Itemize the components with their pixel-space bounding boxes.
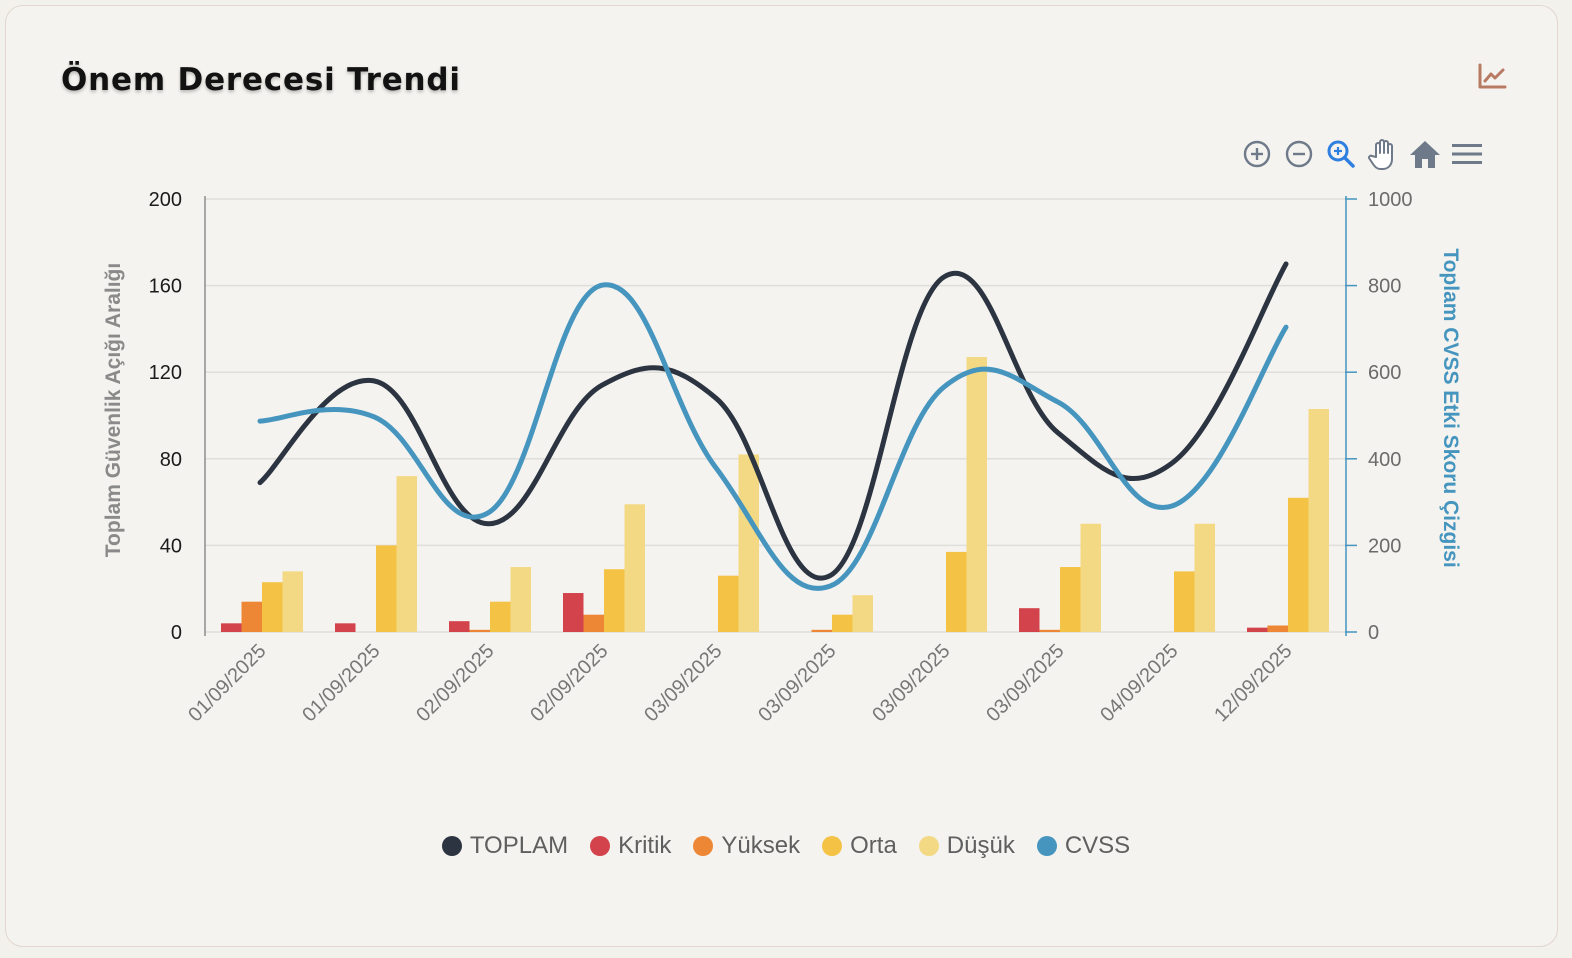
legend-marker-icon	[1036, 836, 1057, 856]
legend-marker-icon	[693, 836, 714, 856]
zoom-out-button[interactable]	[1282, 137, 1316, 171]
legend-label: CVSS	[1064, 832, 1131, 859]
y-axis-title: Toplam Güvenlik Açığı Aralığı	[102, 263, 125, 557]
legend-item-d-k[interactable]: Düşük	[918, 832, 1015, 860]
legend-marker-icon	[822, 836, 843, 856]
legend-item-cvss[interactable]: CVSS	[1036, 832, 1131, 860]
bar-y-ksek[interactable]	[1267, 625, 1289, 632]
bar-d-k[interactable]	[1308, 409, 1330, 632]
chart-legend: TOPLAM Kritik Yüksek Orta Düşük CVSS	[0, 832, 1572, 860]
bar-orta[interactable]	[1288, 497, 1309, 632]
minus-circle-icon	[1285, 140, 1313, 168]
bar-d-k[interactable]	[852, 595, 874, 632]
bar-kritik[interactable]	[221, 623, 242, 632]
bar-y-ksek[interactable]	[1039, 629, 1061, 632]
legend-label: Düşük	[946, 832, 1015, 859]
legend-item-toplam[interactable]: TOPLAM	[441, 832, 569, 860]
y-tick-label: 120	[149, 362, 182, 384]
bar-d-k[interactable]	[1080, 523, 1102, 632]
bar-d-k[interactable]	[966, 357, 988, 632]
y-tick-label: 200	[149, 189, 182, 211]
line-toplam[interactable]	[257, 261, 1289, 581]
bar-d-k[interactable]	[510, 567, 532, 632]
bar-kritik[interactable]	[563, 593, 584, 632]
bar-y-ksek[interactable]	[469, 629, 491, 632]
x-tick-label: 02/09/2025	[412, 640, 498, 726]
bar-kritik[interactable]	[335, 623, 356, 632]
bar-y-ksek[interactable]	[583, 614, 605, 632]
bar-orta[interactable]	[946, 551, 967, 632]
plus-circle-icon	[1243, 140, 1271, 168]
card-title: Önem Derecesi Trendi	[61, 62, 461, 98]
legend-label: Yüksek	[721, 832, 801, 859]
bar-orta[interactable]	[376, 545, 397, 632]
y-tick-label: 160	[149, 276, 182, 298]
y2-tick-label: 1000	[1368, 189, 1413, 211]
legend-label: Kritik	[618, 832, 672, 859]
bar-d-k[interactable]	[624, 504, 646, 632]
zoom-in-button[interactable]	[1240, 137, 1274, 171]
chart-toolbar	[1240, 136, 1484, 172]
bar-y-ksek[interactable]	[811, 629, 833, 632]
y-tick-label: 80	[160, 449, 182, 471]
bar-kritik[interactable]	[1019, 608, 1040, 632]
x-tick-label: 03/09/2025	[982, 640, 1068, 726]
x-tick-label: 02/09/2025	[526, 640, 612, 726]
y2-tick-label: 400	[1368, 449, 1401, 471]
legend-marker-icon	[918, 836, 939, 856]
legend-item-orta[interactable]: Orta	[822, 832, 897, 860]
x-tick-label: 04/09/2025	[1096, 640, 1182, 726]
x-tick-label: 03/09/2025	[640, 640, 726, 726]
bar-orta[interactable]	[490, 601, 511, 632]
x-tick-label: 01/09/2025	[184, 640, 270, 726]
x-tick-label: 03/09/2025	[754, 640, 840, 726]
bar-kritik[interactable]	[449, 621, 470, 632]
legend-label: Orta	[850, 832, 897, 859]
hand-icon	[1368, 139, 1393, 170]
x-tick-label: 12/09/2025	[1210, 640, 1296, 726]
pan-button[interactable]	[1366, 137, 1400, 171]
hamburger-menu-icon	[1452, 144, 1482, 164]
bar-d-k[interactable]	[282, 571, 304, 632]
bar-orta[interactable]	[604, 569, 625, 632]
legend-label: TOPLAM	[469, 832, 569, 859]
bar-orta[interactable]	[832, 614, 853, 632]
legend-marker-icon	[441, 836, 462, 856]
bar-d-k[interactable]	[396, 476, 418, 632]
y2-tick-label: 0	[1368, 622, 1379, 644]
x-tick-label: 03/09/2025	[868, 640, 954, 726]
bar-orta[interactable]	[718, 575, 739, 632]
legend-item-kritik[interactable]: Kritik	[590, 832, 671, 860]
bar-d-k[interactable]	[738, 454, 760, 632]
selection-zoom-button[interactable]	[1324, 137, 1358, 171]
line-cvss[interactable]	[257, 282, 1289, 591]
line-chart-icon[interactable]	[1476, 62, 1508, 92]
y2-tick-label: 200	[1368, 535, 1401, 557]
bar-orta[interactable]	[1060, 567, 1081, 632]
magnifier-plus-icon	[1327, 140, 1355, 168]
bar-y-ksek[interactable]	[241, 601, 263, 632]
y2-axis-title: Toplam CVSS Etki Skoru Çizgisi	[1439, 248, 1462, 567]
reset-zoom-button[interactable]	[1408, 137, 1442, 171]
bar-orta[interactable]	[1174, 571, 1195, 632]
bar-kritik[interactable]	[1247, 627, 1268, 632]
bar-orta[interactable]	[262, 582, 283, 632]
x-tick-label: 01/09/2025	[298, 640, 384, 726]
y-tick-label: 0	[171, 622, 182, 644]
bar-d-k[interactable]	[1194, 523, 1216, 632]
home-icon	[1410, 141, 1440, 168]
legend-marker-icon	[590, 836, 611, 856]
legend-item-y-ksek[interactable]: Yüksek	[693, 832, 800, 860]
y-tick-label: 40	[160, 535, 182, 557]
y2-tick-label: 600	[1368, 362, 1401, 384]
y2-tick-label: 800	[1368, 276, 1401, 298]
menu-button[interactable]	[1450, 137, 1484, 171]
